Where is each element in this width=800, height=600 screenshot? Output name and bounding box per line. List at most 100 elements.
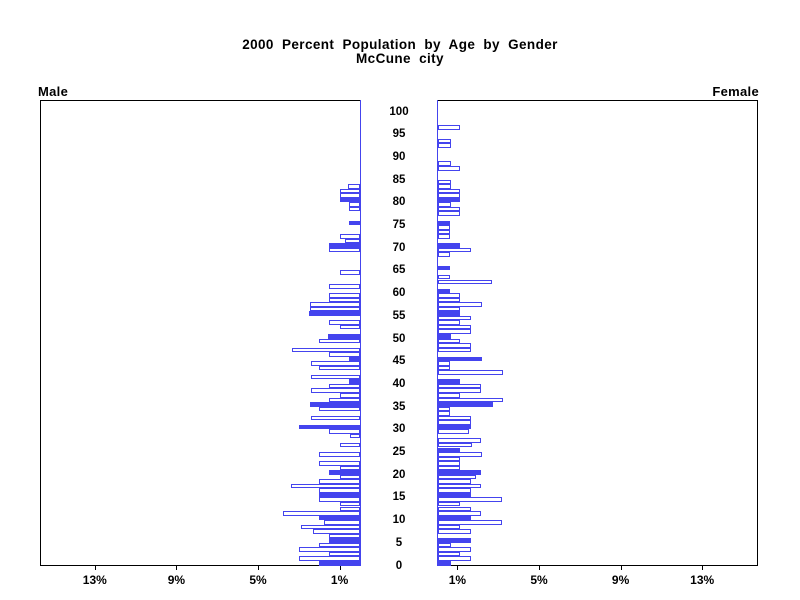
age-axis-label-85: 85 xyxy=(392,173,406,186)
female-bar-age-49 xyxy=(438,338,461,344)
female-bar-age-79 xyxy=(438,202,452,207)
male-bar-age-15 xyxy=(319,492,360,498)
female-bar-age-57 xyxy=(438,302,482,307)
male-bar-age-30 xyxy=(298,424,360,430)
male-bar-age-71 xyxy=(344,238,360,244)
female-bar-age-27 xyxy=(438,438,481,443)
female-bar-age-75 xyxy=(438,220,451,226)
female-bar-age-55 xyxy=(438,311,461,316)
male-bar-age-43 xyxy=(319,365,360,371)
female-bar-age-69 xyxy=(438,247,471,253)
female-bar-age-68 xyxy=(438,252,451,257)
male-bar-age-7 xyxy=(313,529,360,534)
age-axis-label-40: 40 xyxy=(392,377,406,390)
male-bar-age-5 xyxy=(329,538,360,543)
age-axis-label-10: 10 xyxy=(392,514,406,527)
male-bar-age-14 xyxy=(319,497,360,502)
male-bar-age-1 xyxy=(298,556,360,561)
female-bar-age-96 xyxy=(438,125,461,130)
male-bar-age-17 xyxy=(290,483,360,489)
male-bar-age-36 xyxy=(329,397,360,403)
male-bar-age-59 xyxy=(329,293,360,298)
female-xtick-5 xyxy=(539,566,540,570)
age-axis-label-15: 15 xyxy=(392,491,406,504)
male-bar-age-69 xyxy=(329,247,360,253)
female-bar-age-2 xyxy=(438,551,461,557)
female-bar-age-5 xyxy=(438,538,471,543)
age-axis-label-55: 55 xyxy=(392,309,406,322)
female-bar-age-29 xyxy=(438,429,469,434)
male-bar-age-40 xyxy=(348,379,360,384)
female-bar-age-47 xyxy=(438,347,471,353)
female-bar-age-54 xyxy=(438,315,471,321)
female-bar-age-88 xyxy=(438,161,452,166)
male-bar-age-16 xyxy=(319,488,360,493)
age-axis-label-30: 30 xyxy=(392,423,406,436)
male-bar-age-21 xyxy=(339,465,360,471)
chart-title-line1: 2000 Percent Population by Age by Gender xyxy=(242,37,558,52)
male-bar-age-61 xyxy=(329,284,360,289)
male-xtick-9 xyxy=(176,566,178,570)
male-bar-age-19 xyxy=(339,474,360,480)
male-bar-age-83 xyxy=(347,184,360,189)
male-bar-age-58 xyxy=(329,297,360,303)
male-bar-age-64 xyxy=(339,270,360,275)
female-bar-age-34 xyxy=(438,406,451,412)
female-bar-age-25 xyxy=(438,447,461,453)
female-bar-age-8 xyxy=(438,524,461,530)
male-xtick-13 xyxy=(94,566,96,570)
male-bar-age-8 xyxy=(300,524,360,530)
female-bar-age-20 xyxy=(438,470,481,475)
age-axis-label-20: 20 xyxy=(392,468,406,481)
female-bar-age-42 xyxy=(438,370,504,375)
female-bar-age-19 xyxy=(438,474,476,480)
age-axis-label-25: 25 xyxy=(392,446,406,458)
female-xtick-label-1: 1% xyxy=(448,573,467,587)
male-bar-age-75 xyxy=(348,220,360,226)
male-bar-age-18 xyxy=(319,479,360,484)
female-bar-age-23 xyxy=(438,456,461,462)
male-bar-age-9 xyxy=(324,520,360,525)
female-xtick-label-5: 5% xyxy=(530,573,548,587)
female-bar-age-38 xyxy=(438,388,481,393)
male-bar-age-12 xyxy=(339,506,360,512)
female-bar-age-70 xyxy=(438,243,461,248)
male-bar-age-55 xyxy=(309,311,360,316)
age-axis-label-5: 5 xyxy=(395,536,403,549)
female-bar-age-12 xyxy=(438,506,471,512)
female-bar-age-73 xyxy=(438,229,451,235)
male-xtick-label-13: 13% xyxy=(82,573,107,587)
female-zero-axis-line xyxy=(437,100,438,566)
male-bar-age-20 xyxy=(329,470,360,475)
male-bar-age-22 xyxy=(319,461,360,466)
male-xtick-label-5: 5% xyxy=(249,573,267,587)
male-zero-axis-line xyxy=(360,100,361,566)
female-bar-age-15 xyxy=(438,492,471,498)
female-bar-age-92 xyxy=(438,143,452,148)
female-bar-age-30 xyxy=(438,424,471,430)
female-bar-age-0 xyxy=(438,561,452,566)
female-xtick-9 xyxy=(620,566,622,570)
female-bar-age-56 xyxy=(438,306,461,312)
male-bar-age-24 xyxy=(319,452,360,457)
male-bar-age-35 xyxy=(310,402,360,407)
female-bar-age-22 xyxy=(438,461,461,466)
male-bar-age-37 xyxy=(339,393,360,398)
age-axis-label-70: 70 xyxy=(392,241,406,254)
male-bar-age-52 xyxy=(339,324,360,330)
male-bar-age-26 xyxy=(339,442,360,448)
female-bar-age-39 xyxy=(438,383,481,389)
age-axis-label-95: 95 xyxy=(392,128,406,141)
male-bar-age-57 xyxy=(310,302,360,307)
female-bar-age-7 xyxy=(438,529,471,534)
male-bar-age-29 xyxy=(329,429,360,434)
female-bar-age-21 xyxy=(438,465,461,471)
male-bar-age-72 xyxy=(339,234,360,239)
female-bar-age-84 xyxy=(438,179,452,185)
female-bar-age-11 xyxy=(438,511,481,516)
age-axis-label-45: 45 xyxy=(392,355,406,368)
female-bar-age-32 xyxy=(438,415,471,421)
female-bar-age-31 xyxy=(438,420,471,425)
male-bar-age-39 xyxy=(329,383,360,389)
